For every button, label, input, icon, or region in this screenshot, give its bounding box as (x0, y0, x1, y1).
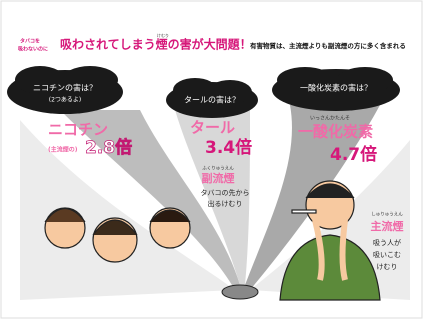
infographic: タバコを 吸わないのに けむり 吸わされてしまう煙の害が大問題！ 有害物質は、主… (0, 0, 423, 319)
bubble-text: 一酸化炭素の害は？ (300, 83, 372, 93)
substance: タール (190, 119, 235, 137)
label: 主流煙 (371, 219, 404, 233)
ratio: 4.7倍 (330, 144, 377, 165)
desc: 吸いこむ (373, 251, 401, 259)
desc: 吸う人が (373, 238, 401, 247)
desc: けむり (377, 263, 398, 271)
bubble-text: ニコチンの害は？ (33, 83, 97, 93)
title: 吸わされてしまう煙の害が大問題！ (60, 37, 252, 52)
ruby: ふくりゅうえん (202, 166, 234, 172)
subtitle: 有害物質は、主流煙よりも副流煙の方に多く含まれる (250, 41, 406, 50)
lead: 吸わないのに (18, 46, 48, 53)
substance: ニコチン (48, 121, 108, 139)
ratio: 3.4倍 (205, 137, 252, 158)
desc: タバコの先から (201, 188, 250, 197)
ratio: 2.8倍 (85, 137, 132, 158)
ruby: しゅりゅうえん (371, 212, 403, 218)
substance: 一酸化炭素 (298, 123, 373, 141)
label: 副流煙 (202, 171, 235, 185)
desc: 出るけむり (208, 199, 243, 208)
ruby: いっさんかたんそ (310, 115, 350, 122)
note: (主流煙の) (48, 146, 78, 154)
lead: タバコを (20, 38, 40, 45)
bubble-note: (2つあるよ) (49, 97, 82, 104)
bubble-text: タールの害は？ (184, 95, 240, 105)
ashtray (222, 285, 258, 299)
